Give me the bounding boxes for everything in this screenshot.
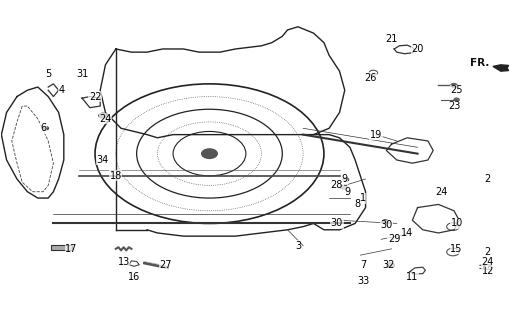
Text: 24: 24: [99, 114, 111, 124]
Text: 19: 19: [370, 130, 382, 140]
Text: 20: 20: [412, 44, 424, 54]
Text: 10: 10: [450, 219, 463, 228]
Text: 9: 9: [342, 174, 348, 184]
Circle shape: [386, 263, 395, 268]
Text: 11: 11: [406, 272, 418, 282]
Text: 34: 34: [97, 155, 109, 165]
Circle shape: [340, 185, 347, 189]
Text: 2: 2: [485, 247, 491, 257]
Text: 2: 2: [485, 174, 491, 184]
Circle shape: [451, 84, 457, 87]
Text: 22: 22: [89, 92, 101, 101]
Text: 8: 8: [355, 199, 361, 209]
Text: 3: 3: [295, 241, 301, 251]
Text: 24: 24: [435, 187, 447, 197]
Text: 28: 28: [331, 180, 343, 190]
Text: 5: 5: [45, 69, 51, 79]
Text: 17: 17: [65, 244, 78, 254]
Text: 16: 16: [128, 272, 140, 282]
Text: 12: 12: [482, 266, 494, 276]
Text: 24: 24: [482, 257, 494, 267]
Circle shape: [42, 126, 49, 130]
Text: 30: 30: [331, 219, 343, 228]
Text: 7: 7: [360, 260, 366, 270]
Text: 32: 32: [383, 260, 395, 270]
Circle shape: [454, 98, 459, 101]
Text: 27: 27: [159, 260, 172, 270]
Circle shape: [343, 178, 349, 181]
Text: 25: 25: [450, 85, 463, 95]
Text: FR.: FR.: [470, 58, 490, 68]
Text: 21: 21: [385, 35, 398, 44]
Text: 29: 29: [388, 234, 400, 244]
Bar: [51, 245, 72, 251]
Text: 9: 9: [344, 187, 350, 197]
Text: 31: 31: [76, 69, 88, 79]
Text: 1: 1: [360, 193, 366, 203]
Circle shape: [99, 113, 107, 118]
Text: 6: 6: [40, 123, 46, 133]
Text: 26: 26: [365, 73, 377, 83]
Text: 13: 13: [118, 257, 130, 267]
Text: 4: 4: [58, 85, 64, 95]
Text: 30: 30: [380, 220, 392, 230]
Circle shape: [382, 220, 389, 224]
Text: 15: 15: [450, 244, 463, 254]
Text: 18: 18: [110, 171, 122, 181]
Polygon shape: [493, 65, 508, 71]
Text: 23: 23: [448, 101, 460, 111]
Text: 14: 14: [401, 228, 413, 238]
Text: 33: 33: [357, 276, 369, 285]
Circle shape: [202, 149, 217, 158]
